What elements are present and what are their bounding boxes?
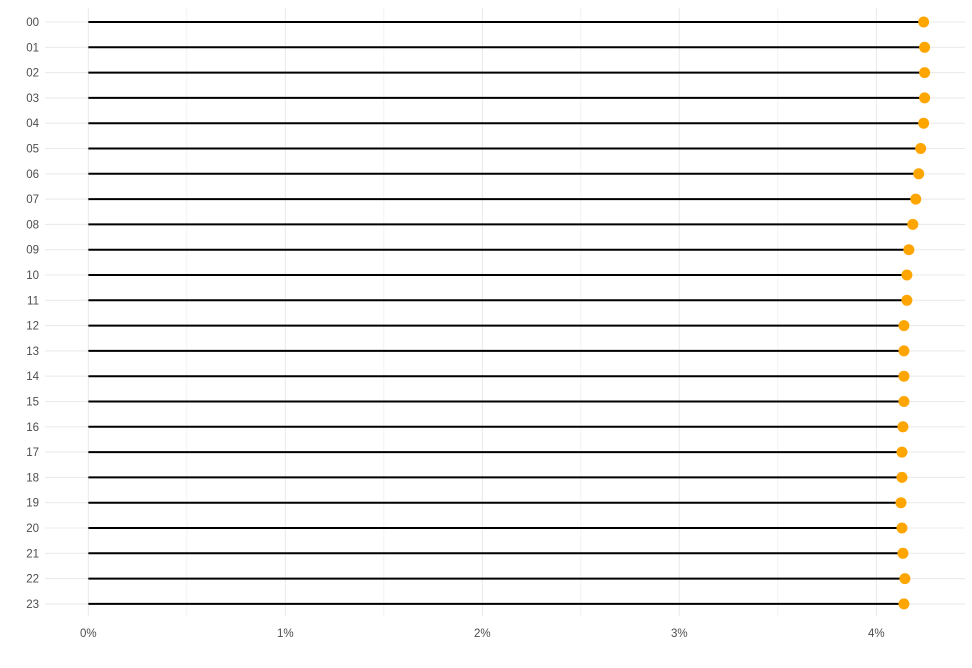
lollipop-point [913,168,925,180]
x-tick-label: 2% [474,628,491,640]
y-tick-label: 22 [26,574,39,586]
grid-layer [45,8,965,616]
lollipop-point [896,446,908,458]
lollipop-point [898,370,910,382]
y-tick-label: 02 [26,68,39,80]
lollipop-point [898,396,910,407]
lollipop-point [896,471,908,483]
y-tick-label: 14 [26,371,39,383]
lollipop-point [910,193,922,205]
lollipop-point [919,92,931,104]
lollipop-point [901,269,913,281]
y-tick-label: 23 [26,599,39,611]
y-tick-label: 00 [26,17,39,29]
lollipop-point [901,294,913,306]
y-tick-label: 13 [26,346,39,358]
lollipop-point [903,244,915,256]
lollipop-point [915,143,927,154]
y-tick-label: 05 [26,144,39,156]
x-tick-label: 4% [868,628,885,640]
y-tick-label: 07 [26,194,39,206]
lollipop-point [898,320,910,332]
lollipop-point [898,598,910,610]
y-tick-label: 16 [26,422,39,434]
y-tick-label: 06 [26,169,39,181]
y-tick-label: 17 [26,447,39,459]
y-tick-label: 03 [26,93,39,105]
y-tick-label: 19 [26,498,39,510]
x-tick-label: 1% [277,628,294,640]
lollipop-point [897,421,909,433]
y-tick-label: 15 [26,397,39,409]
y-tick-label: 21 [26,548,39,560]
lollipop-point [896,522,908,534]
x-tick-label: 3% [671,628,688,640]
lollipop-point [918,117,930,129]
point-layer [895,16,931,610]
lollipop-point [899,573,911,585]
y-tick-label: 04 [26,118,39,130]
lollipop-point [919,67,931,79]
lollipop-point [918,16,930,28]
lollipop-point [919,41,931,53]
lollipop-point [898,345,910,357]
y-tick-label: 10 [26,270,39,282]
y-tick-labels: 00 01 02 03 04 05 06 07 08 09 10 11 12 13 14 15 16 17 18 19… [26,17,39,611]
x-tick-labels: 0% 1% 2% 3% 4% [80,628,885,640]
y-tick-label: 08 [26,219,39,231]
y-tick-label: 12 [26,321,39,333]
y-tick-label: 01 [26,42,39,54]
lollipop-point [897,547,909,559]
lollipop-point [907,218,919,230]
y-tick-label: 11 [27,295,39,307]
stem-layer [88,21,925,605]
y-tick-label: 20 [26,523,39,535]
y-tick-label: 18 [26,472,39,484]
lollipop-point [895,497,907,509]
x-tick-label: 0% [80,628,97,640]
y-tick-label: 09 [26,245,39,257]
